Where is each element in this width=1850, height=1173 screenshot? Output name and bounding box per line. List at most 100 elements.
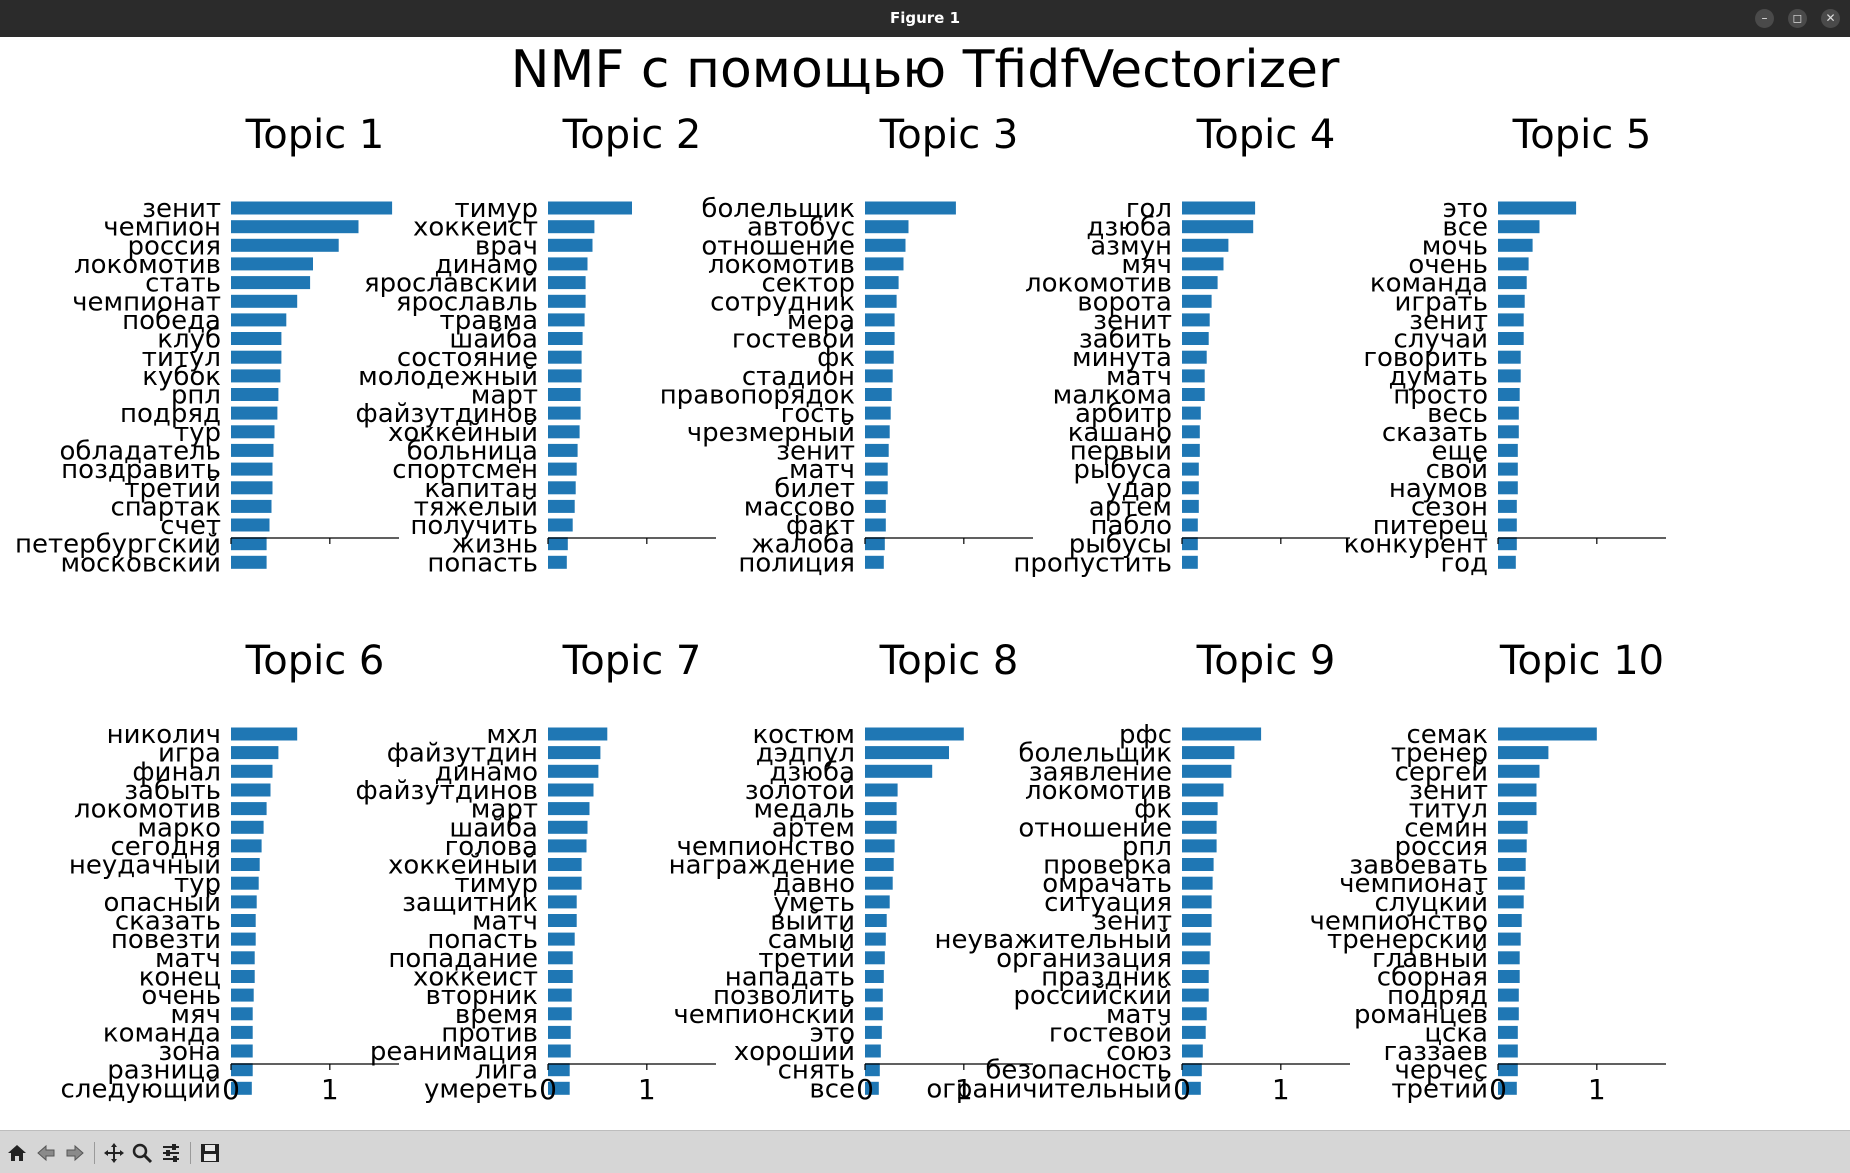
word-label: команда <box>1370 269 1488 299</box>
word-label: реанимация <box>370 1037 538 1067</box>
configure-subplots-icon[interactable] <box>158 1140 184 1166</box>
word-label: тур <box>174 869 221 899</box>
word-label: хороший <box>734 1037 855 1067</box>
bar <box>548 839 587 853</box>
word-label: рфс <box>1119 720 1172 750</box>
word-label: хоккеист <box>413 963 538 993</box>
bar <box>1498 425 1519 439</box>
bar <box>231 425 275 439</box>
bar <box>1498 988 1519 1002</box>
bar <box>1182 746 1235 760</box>
word-label: давно <box>773 869 855 899</box>
word-label: заявление <box>1029 757 1172 787</box>
word-label: зенит <box>142 194 221 224</box>
bar <box>548 1025 571 1039</box>
bar <box>1498 555 1516 569</box>
word-label: азмун <box>1090 231 1172 261</box>
bar <box>548 555 567 569</box>
bar <box>548 1007 572 1021</box>
bar <box>548 276 586 290</box>
minimize-icon[interactable]: – <box>1755 9 1774 28</box>
figure-suptitle: NMF с помощью TfidfVectorizer <box>511 40 1340 100</box>
bar <box>231 257 313 271</box>
bar <box>231 350 282 364</box>
word-label: сборная <box>1377 963 1488 993</box>
word-label: попасть <box>427 548 538 578</box>
word-label: третий <box>758 944 855 974</box>
word-label: сергей <box>1395 757 1488 787</box>
word-label: гол <box>1126 194 1172 224</box>
bar <box>1498 802 1537 816</box>
word-label: март <box>471 795 538 825</box>
bar <box>231 406 278 420</box>
word-label: фк <box>1134 795 1172 825</box>
toolbar-separator <box>94 1142 95 1164</box>
close-icon[interactable]: ✕ <box>1821 9 1840 28</box>
save-icon[interactable] <box>197 1140 223 1166</box>
bar <box>548 1044 571 1058</box>
bar <box>865 388 892 401</box>
bar <box>1498 839 1527 853</box>
word-label: выйти <box>770 907 855 937</box>
word-label: еще <box>1432 436 1488 466</box>
word-label: петербургский <box>15 530 221 560</box>
bar <box>231 932 256 946</box>
word-label: артем <box>1089 492 1172 522</box>
bar <box>231 1081 252 1095</box>
bar <box>1182 388 1205 401</box>
bar <box>1182 988 1209 1002</box>
word-label: состояние <box>397 343 538 373</box>
maximize-icon[interactable]: ◻ <box>1788 9 1807 28</box>
bar <box>1182 951 1210 965</box>
word-label: следующий <box>61 1074 221 1104</box>
word-label: полиция <box>738 548 855 578</box>
word-label: болельщик <box>1018 739 1172 769</box>
word-label: жизнь <box>452 530 538 560</box>
word-label: россия <box>1394 832 1488 862</box>
word-label: уметь <box>774 888 855 918</box>
bar <box>231 481 273 495</box>
back-icon[interactable] <box>33 1140 59 1166</box>
word-label: тяжелый <box>414 492 538 522</box>
bar <box>865 276 899 290</box>
bar <box>1182 1007 1207 1021</box>
bar <box>548 518 573 532</box>
bar <box>548 764 599 778</box>
zoom-icon[interactable] <box>129 1140 155 1166</box>
word-label: гость <box>781 399 855 429</box>
word-label: московский <box>60 548 221 578</box>
word-label: праздник <box>1041 963 1172 993</box>
word-label: зенит <box>1409 306 1488 336</box>
panel-title: Topic 9 <box>1196 638 1336 684</box>
word-label: файзутдин <box>387 739 538 769</box>
bar <box>548 443 578 457</box>
word-label: больница <box>407 436 538 466</box>
word-label: клуб <box>157 325 221 355</box>
bar <box>1498 895 1524 909</box>
bar <box>231 970 255 983</box>
word-label: цска <box>1424 1018 1488 1048</box>
panel-title: Topic 5 <box>1512 112 1652 158</box>
word-label: третий <box>1391 1074 1488 1104</box>
word-label: против <box>441 1018 538 1048</box>
forward-icon[interactable] <box>62 1140 88 1166</box>
bar <box>1498 332 1524 345</box>
bar <box>1182 895 1212 909</box>
chart-svg: NMF с помощью TfidfVectorizer Topic 1 зени… <box>15 40 1666 1106</box>
window-titlebar: Figure 1 – ◻ ✕ <box>0 0 1850 37</box>
word-label: травма <box>440 306 538 336</box>
word-label: хоккеист <box>413 213 538 243</box>
bar <box>865 369 893 383</box>
word-label: матч <box>789 455 855 485</box>
bar <box>548 876 582 890</box>
bar <box>231 1025 253 1039</box>
bar <box>1498 951 1520 965</box>
word-label: ограничительный <box>926 1074 1172 1104</box>
word-label: повезти <box>111 925 221 955</box>
home-icon[interactable] <box>4 1140 30 1166</box>
bar <box>548 820 588 834</box>
pan-icon[interactable] <box>101 1140 127 1166</box>
word-label: матч <box>472 907 538 937</box>
bar <box>1182 481 1199 495</box>
bar <box>1182 294 1212 308</box>
